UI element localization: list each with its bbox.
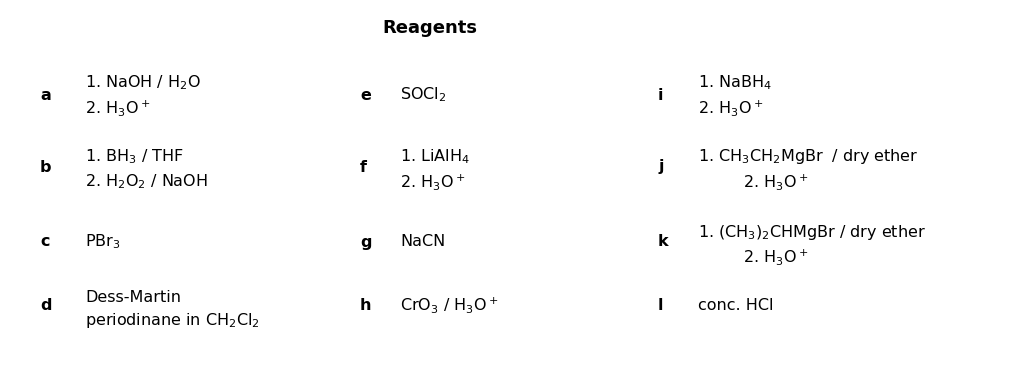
Text: i: i [658,88,664,102]
Text: 2. H$_3$O$^+$: 2. H$_3$O$^+$ [85,98,151,118]
Text: periodinane in CH$_2$Cl$_2$: periodinane in CH$_2$Cl$_2$ [85,311,260,329]
Text: CrO$_3$ / H$_3$O$^+$: CrO$_3$ / H$_3$O$^+$ [400,295,498,315]
Text: 2. H$_3$O$^+$: 2. H$_3$O$^+$ [743,247,808,267]
Text: a: a [40,88,51,102]
Text: PBr$_3$: PBr$_3$ [85,233,121,251]
Text: k: k [658,234,669,250]
Text: Dess-Martin: Dess-Martin [85,290,181,305]
Text: 2. H$_3$O$^+$: 2. H$_3$O$^+$ [400,172,465,192]
Text: g: g [360,234,372,250]
Text: 1. CH$_3$CH$_2$MgBr  / dry ether: 1. CH$_3$CH$_2$MgBr / dry ether [698,148,918,167]
Text: 1. LiAlH$_4$: 1. LiAlH$_4$ [400,148,470,166]
Text: f: f [360,160,367,174]
Text: e: e [360,88,370,102]
Text: b: b [40,160,52,174]
Text: h: h [360,298,372,312]
Text: j: j [658,160,664,174]
Text: 1. NaOH / H$_2$O: 1. NaOH / H$_2$O [85,74,200,92]
Text: NaCN: NaCN [400,234,445,250]
Text: 2. H$_3$O$^+$: 2. H$_3$O$^+$ [698,98,764,118]
Text: c: c [40,234,50,250]
Text: conc. HCl: conc. HCl [698,298,774,312]
Text: 1. NaBH$_4$: 1. NaBH$_4$ [698,74,772,92]
Text: SOCl$_2$: SOCl$_2$ [400,86,447,104]
Text: 2. H$_2$O$_2$ / NaOH: 2. H$_2$O$_2$ / NaOH [85,173,207,191]
Text: 1. BH$_3$ / THF: 1. BH$_3$ / THF [85,148,184,166]
Text: d: d [40,298,52,312]
Text: 2. H$_3$O$^+$: 2. H$_3$O$^+$ [743,172,808,192]
Text: 1. (CH$_3$)$_2$CHMgBr / dry ether: 1. (CH$_3$)$_2$CHMgBr / dry ether [698,223,926,242]
Text: l: l [658,298,664,312]
Text: Reagents: Reagents [383,19,478,37]
